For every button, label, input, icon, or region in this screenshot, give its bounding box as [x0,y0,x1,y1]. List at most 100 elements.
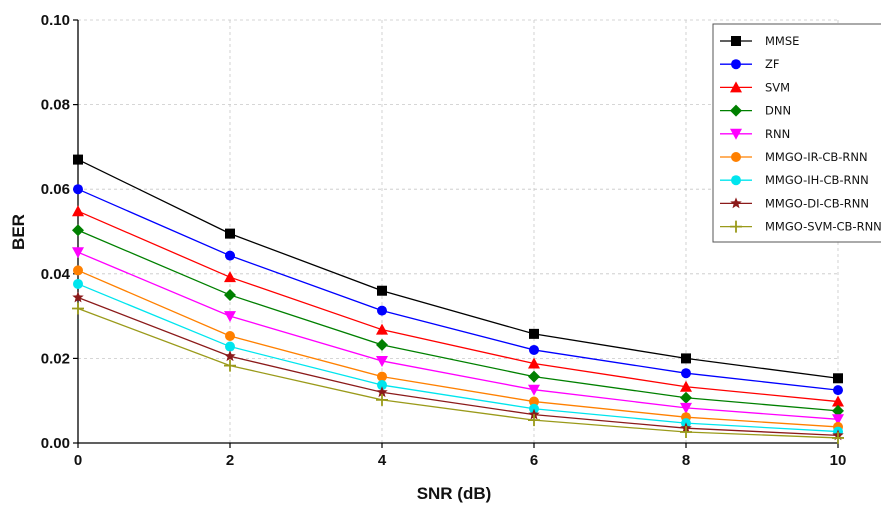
x-tick-label: 4 [378,452,387,469]
series-layer [72,154,844,444]
legend-marker [730,81,742,93]
x-tick-label: 6 [530,452,538,469]
data-point-marker [528,408,540,420]
data-point-marker [224,359,236,372]
y-axis-label: BER [9,214,28,250]
legend-item-mmgo-di-cb-rnn: MMGO-DI-CB-RNN [720,196,869,210]
series-line [77,269,839,428]
series-mmse [73,154,843,384]
data-point-marker [832,404,844,417]
data-point-marker [377,285,387,296]
data-point-marker [377,371,387,382]
series-mmgo-svm-cb-rnn [72,302,844,444]
x-tick-label: 8 [682,452,690,469]
series-line [77,296,839,437]
y-tick-label: 0.04 [41,266,71,283]
data-point-marker [528,370,540,383]
series-zf [73,184,843,396]
legend-label: DNN [765,104,791,118]
legend-marker [730,220,742,233]
data-point-marker [72,224,84,237]
legend-item-rnn: RNN [720,127,790,141]
data-point-marker [73,265,83,276]
legend-item-mmse: MMSE [720,34,799,48]
legend-label: MMGO-IH-CB-RNN [765,173,869,187]
legend: MMSE ZF SVM DNN RNN MMGO-IR-CB-RNN MMGO-IH-CB-… [712,23,881,243]
data-point-marker [680,402,692,414]
x-axis-label: SNR (dB) [417,484,492,503]
data-point-marker [681,368,691,379]
series-line [77,283,839,433]
data-point-marker [73,278,83,289]
data-point-marker [72,291,84,303]
data-point-marker [376,393,388,406]
data-point-marker [529,396,539,407]
data-point-marker [832,395,844,407]
data-point-marker [224,271,236,283]
series-line [77,229,839,412]
ticks-layer: 0 2 4 6 8 10 0.00 0.02 0.04 0.06 0.08 0.10 [41,12,847,469]
legend-marker [730,104,742,117]
data-point-marker [833,385,843,396]
data-point-marker [73,154,83,165]
series-mmgo-ir-cb-rnn [73,265,843,432]
data-point-marker [377,380,387,391]
y-tick-label: 0.06 [41,181,70,198]
legend-marker [731,152,741,162]
series-dnn [72,224,844,417]
data-point-marker [224,311,236,323]
series-svm [72,205,844,407]
y-tick-label: 0.00 [41,435,70,452]
legend-marker [730,128,742,140]
legend-label: MMSE [765,34,799,48]
data-point-marker [376,338,388,351]
y-tick-label: 0.08 [41,97,70,114]
legend-label: ZF [765,57,780,71]
data-point-marker [72,247,84,259]
series-rnn [72,247,844,426]
legend-marker [731,175,741,186]
legend-item-dnn: DNN [720,104,791,118]
x-tick-label: 2 [226,452,234,469]
legend-item-mmgo-svm-cb-rnn: MMGO-SVM-CB-RNN [720,220,881,234]
series-mmgo-ih-cb-rnn [73,278,843,437]
data-point-marker [225,330,235,341]
y-tick-label: 0.10 [41,12,70,29]
data-point-marker [529,344,539,355]
legend-label: MMGO-DI-CB-RNN [765,196,869,210]
x-tick-label: 10 [830,452,847,469]
series-line [77,307,839,439]
data-point-marker [376,386,388,398]
data-point-marker [377,305,387,316]
legend-label: SVM [765,80,790,94]
legend-marker [730,197,742,209]
data-point-marker [832,414,844,426]
data-point-marker [72,302,84,315]
data-point-marker [376,355,388,367]
y-tick-label: 0.02 [41,350,70,367]
data-point-marker [680,426,692,439]
data-point-marker [528,414,540,427]
data-point-marker [529,328,539,339]
data-point-marker [225,341,235,352]
data-point-marker [680,391,692,404]
data-point-marker [224,288,236,301]
series-line [77,210,839,403]
series-line [77,251,839,420]
data-point-marker [376,323,388,335]
data-point-marker [225,250,235,261]
legend-item-mmgo-ih-cb-rnn: MMGO-IH-CB-RNN [720,173,869,187]
grid-layer [78,19,839,443]
data-point-marker [680,380,692,392]
series-line [77,188,839,391]
data-point-marker [681,353,691,364]
legend-box [712,23,881,243]
legend-label: RNN [765,127,790,141]
legend-item-svm: SVM [720,80,790,94]
data-point-marker [225,228,235,239]
x-tick-label: 0 [74,452,82,469]
legend-label: MMGO-SVM-CB-RNN [765,220,881,234]
data-point-marker [833,373,843,384]
data-point-marker [224,350,236,362]
